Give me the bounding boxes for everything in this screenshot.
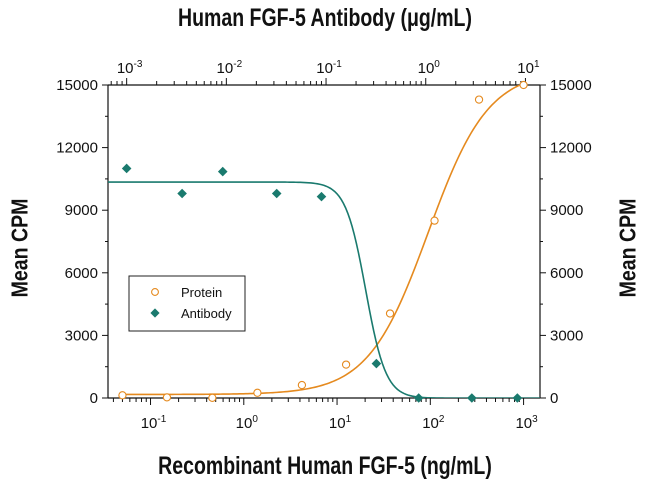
data-point-antibody (271, 188, 282, 199)
chart-x-axis-title: Recombinant Human FGF-5 (ng/mL) (158, 452, 492, 480)
data-point-protein (208, 393, 217, 402)
data-point-protein (341, 360, 351, 369)
y-left-tick-label: 12000 (56, 140, 98, 157)
x-top-tick-label: 10-1 (316, 59, 342, 77)
data-point-protein (297, 380, 307, 390)
x-top-tick-label: 10-2 (217, 59, 243, 77)
data-point-antibody (413, 393, 424, 403)
data-point-protein (519, 80, 528, 90)
data-point-protein (118, 391, 127, 400)
legend-marker-protein (151, 288, 159, 296)
y-left-tick-label: 6000 (65, 265, 98, 282)
data-point-antibody (512, 393, 523, 403)
data-point-protein (474, 95, 484, 104)
data-point-antibody (467, 393, 477, 403)
fit-curve-protein (122, 85, 522, 396)
data-point-antibody (217, 166, 228, 177)
legend-box (128, 275, 246, 332)
x-bottom-tick-label: 103 (515, 414, 538, 432)
y-right-tick-label: 0 (550, 390, 558, 407)
y-right-tick-label: 15000 (550, 77, 592, 94)
y-left-tick-label: 9000 (65, 202, 98, 219)
data-point-antibody (316, 191, 327, 202)
fit-curve-antibody (108, 181, 540, 398)
x-bottom-tick-label: 10-1 (141, 414, 167, 432)
y-right-tick-label: 3000 (550, 327, 583, 344)
legend-label-antibody: Antibody (181, 306, 232, 321)
data-point-protein (253, 388, 262, 397)
x-top-tick-label: 100 (418, 59, 441, 77)
y-right-tick-label: 12000 (550, 140, 592, 157)
data-point-antibody (121, 163, 132, 174)
legend-label-protein: Protein (181, 285, 222, 300)
data-point-antibody (177, 188, 187, 199)
x-bottom-tick-label: 101 (329, 414, 352, 432)
y-right-tick-label: 6000 (550, 265, 583, 282)
y-right-tick-label: 9000 (550, 202, 583, 219)
y-left-tick-label: 15000 (56, 77, 98, 94)
x-bottom-tick-label: 102 (422, 414, 445, 432)
legend-marker-antibody (150, 308, 160, 318)
x-top-tick-label: 101 (517, 59, 540, 77)
y-left-tick-label: 3000 (65, 327, 98, 344)
data-point-protein (430, 216, 439, 225)
y-left-tick-label: 0 (90, 390, 98, 407)
x-bottom-tick-label: 100 (236, 414, 259, 432)
x-top-tick-label: 10-3 (117, 59, 143, 77)
data-point-protein (385, 309, 395, 318)
chart-top-axis-title: Human FGF-5 Antibody (μg/mL) (178, 4, 472, 32)
data-point-protein (162, 393, 172, 402)
data-point-antibody (371, 358, 382, 369)
